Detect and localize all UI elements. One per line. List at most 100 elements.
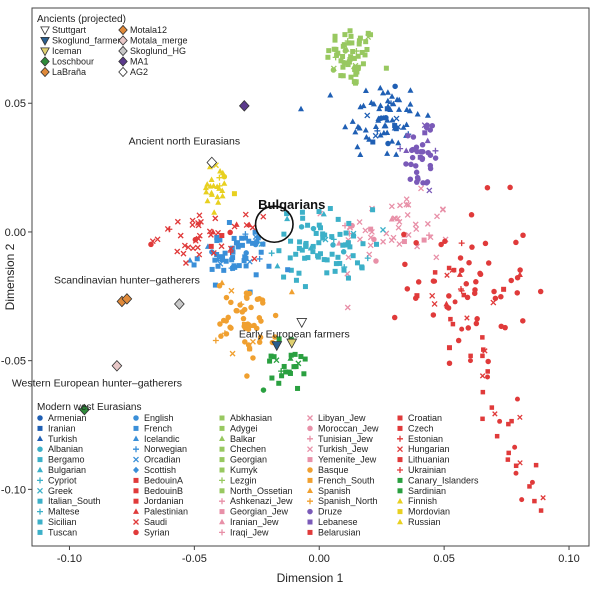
- data-point: [477, 271, 484, 278]
- legend-modern-label: Georgian: [230, 455, 267, 465]
- legend-modern-marker: [37, 425, 43, 431]
- legend-modern-label: Saudi: [144, 517, 167, 527]
- ancient-point: [174, 298, 185, 310]
- data-point: [391, 314, 398, 321]
- data-point: [208, 176, 215, 183]
- data-point: [267, 358, 273, 364]
- data-point: [345, 254, 352, 261]
- data-point: [480, 335, 485, 340]
- legend-modern-label: Tunisian_Jew: [318, 434, 373, 444]
- data-point: [432, 147, 439, 154]
- data-point: [427, 234, 434, 241]
- legend-modern-label: Yemenite_Jew: [318, 455, 377, 465]
- data-point: [349, 118, 356, 124]
- data-point: [364, 46, 370, 52]
- data-point: [362, 87, 369, 94]
- data-point: [355, 123, 362, 130]
- data-point: [242, 339, 248, 345]
- legend-ancient-label: Stuttgart: [52, 25, 87, 35]
- data-point: [210, 250, 217, 256]
- data-point: [343, 230, 349, 236]
- legend-ancient: Ancients (projected)StuttgartSkoglund_fa…: [37, 14, 188, 78]
- data-point: [482, 240, 489, 247]
- data-point: [354, 143, 361, 150]
- legend-modern-marker: [307, 508, 313, 515]
- data-point: [419, 142, 426, 148]
- data-point: [540, 495, 546, 501]
- legend-modern-label: Albanian: [48, 444, 83, 454]
- legend-modern-marker: [133, 456, 139, 463]
- data-point: [317, 251, 323, 257]
- data-point: [292, 351, 298, 357]
- legend-modern-label: Libyan_Jew: [318, 413, 366, 423]
- data-point: [355, 66, 361, 72]
- data-point: [377, 84, 384, 91]
- data-point: [444, 304, 450, 310]
- data-point: [385, 140, 391, 147]
- ancient-point: [111, 360, 123, 372]
- data-point: [402, 261, 408, 268]
- y-tick-label: -0.10: [1, 484, 26, 496]
- annotations: Ancient north Eurasians Bulgarians Scandin…: [12, 135, 350, 389]
- data-point: [433, 254, 440, 261]
- data-point: [424, 112, 431, 118]
- data-point: [473, 279, 479, 285]
- data-point: [527, 484, 532, 489]
- data-point: [463, 281, 470, 287]
- data-point: [340, 53, 346, 59]
- data-point: [288, 238, 294, 244]
- data-point: [248, 304, 254, 311]
- legend-ancient-marker: [40, 56, 50, 67]
- legend-modern-marker: [37, 498, 43, 504]
- ancient-points: [79, 100, 308, 416]
- data-point: [354, 260, 360, 266]
- legend-modern-marker: [307, 415, 313, 421]
- data-point: [403, 121, 410, 128]
- data-point: [219, 257, 225, 263]
- data-point: [221, 180, 228, 186]
- data-point: [514, 396, 520, 402]
- data-point: [252, 233, 259, 240]
- data-point: [332, 33, 338, 39]
- data-point: [335, 216, 341, 222]
- legend-modern-marker: [37, 415, 43, 421]
- data-point: [407, 87, 414, 93]
- data-point: [177, 232, 184, 239]
- data-point: [529, 479, 535, 485]
- data-point: [216, 174, 223, 181]
- legend-modern-label: Turkish_Jew: [318, 444, 369, 454]
- data-point: [388, 203, 395, 210]
- data-point: [298, 354, 304, 360]
- annotation-label: Bulgarians: [258, 197, 325, 212]
- data-point: [246, 290, 253, 297]
- data-point: [392, 83, 398, 90]
- data-point: [281, 363, 287, 369]
- data-point: [288, 267, 294, 273]
- legend-modern-label: Basque: [318, 465, 349, 475]
- data-point: [276, 380, 282, 386]
- data-point: [356, 38, 362, 44]
- data-point: [350, 230, 357, 237]
- data-point: [218, 333, 224, 339]
- annotation-label: Ancient north Eurasians: [129, 135, 240, 147]
- data-point: [397, 202, 403, 209]
- ancient-point: [79, 403, 90, 416]
- y-tick-label: -0.05: [1, 356, 26, 368]
- data-point: [180, 250, 187, 257]
- data-point: [281, 231, 287, 237]
- legend-modern-label: Adygei: [230, 423, 258, 433]
- legend-modern-marker: [307, 477, 313, 483]
- data-point: [324, 257, 330, 263]
- data-point: [384, 89, 391, 95]
- data-point: [492, 411, 498, 417]
- data-point: [360, 241, 366, 247]
- data-point: [250, 355, 256, 361]
- annotation-label: Western European hunter–gatherers: [12, 377, 182, 389]
- legend-modern-label: Moroccan_Jew: [318, 423, 379, 433]
- legend-modern-marker: [397, 467, 403, 473]
- data-point: [389, 116, 396, 123]
- data-point: [332, 37, 338, 43]
- data-point: [260, 213, 267, 220]
- data-point: [252, 229, 258, 235]
- data-point: [359, 264, 365, 270]
